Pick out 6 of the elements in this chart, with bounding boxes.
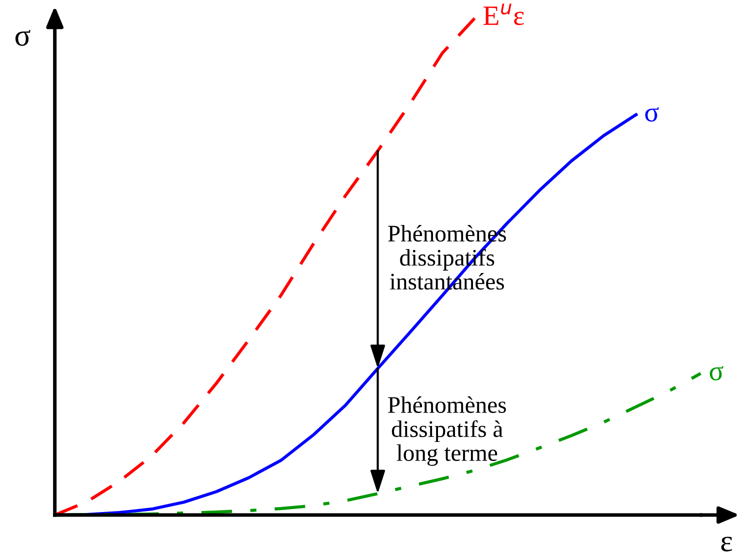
x-axis-title: ε	[721, 536, 732, 552]
annotation: Phénomènes dissipatifs à long terme	[388, 396, 506, 466]
y-axis-title: σ	[15, 30, 30, 46]
series-label: σ	[645, 107, 659, 122]
series-label: E$^{u}$ε	[484, 4, 524, 26]
series-label: σ	[710, 366, 724, 380]
